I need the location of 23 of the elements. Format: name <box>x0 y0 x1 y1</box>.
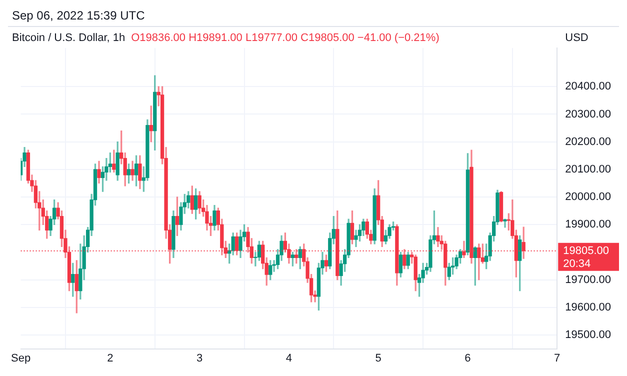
y-tick-label: 20100.00 <box>565 163 612 176</box>
ref-line-label: 19805.00 <box>563 244 610 257</box>
y-tick-label: 20000.00 <box>565 191 612 204</box>
y-axis-title: USD <box>565 32 588 44</box>
text: Sep 06, 2022 15:39 UTC <box>12 8 146 22</box>
x-tick-label: Sep <box>10 352 31 364</box>
x-tick-label: 2 <box>107 352 114 364</box>
y-tick-label: 19900.00 <box>565 218 612 231</box>
y-tick-label: 19700.00 <box>565 274 612 286</box>
y-tick-label: 19600.00 <box>565 301 612 314</box>
x-tick-label: 3 <box>196 352 203 364</box>
x-tick-label: 7 <box>554 352 560 364</box>
chart-subtitle: O19836.00 H19891.00 L19777.00 C19805.00 −41.00 (−0.21%) <box>131 32 440 44</box>
x-tick-label: 5 <box>375 352 382 364</box>
y-tick-label: 20300.00 <box>565 108 612 120</box>
chart-title: Bitcoin / U.S. Dollar, 1h <box>12 32 126 44</box>
candlestick <box>104 158 108 181</box>
y-tick-label: 20200.00 <box>565 136 612 148</box>
y-tick-label: 20400.00 <box>565 80 612 93</box>
y-tick-label: 19500.00 <box>565 329 612 342</box>
x-tick-label: 6 <box>464 352 471 364</box>
text: 20:34 <box>563 258 591 270</box>
x-tick-label: 4 <box>286 352 292 364</box>
